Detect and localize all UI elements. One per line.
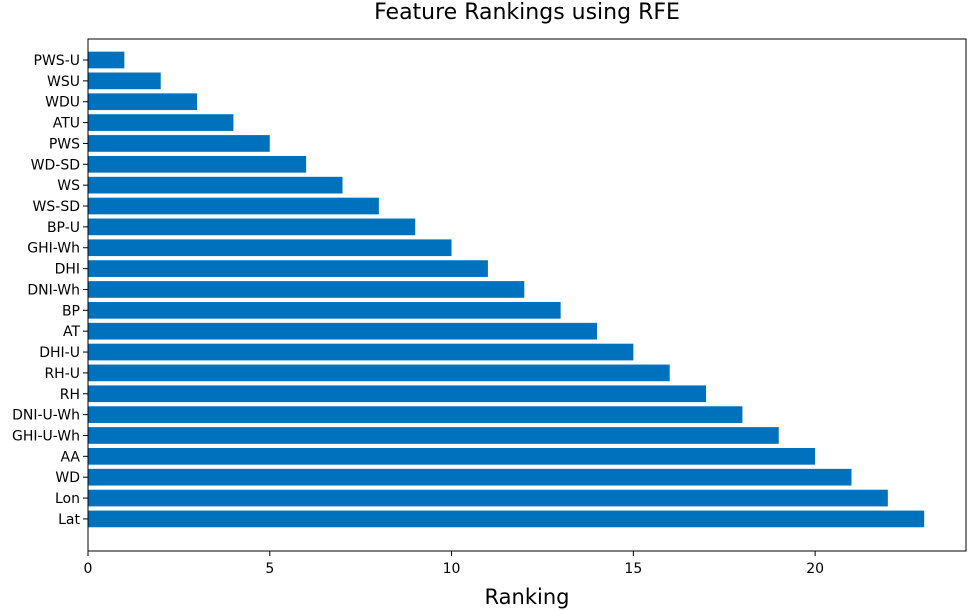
bar-bp-u	[88, 218, 416, 236]
y-tick-label: WS	[57, 178, 80, 194]
bar-wsu	[88, 72, 161, 90]
bars-group	[88, 51, 925, 528]
x-axis-ticks: 0 5 10 15 20	[84, 551, 824, 577]
y-tick-label: WDU	[45, 95, 80, 111]
bar-ws-sd	[88, 197, 379, 215]
x-axis-label: Ranking	[485, 585, 570, 609]
y-tick-label: AT	[63, 324, 80, 340]
bar-ws	[88, 176, 343, 194]
chart-title: Feature Rankings using RFE	[374, 0, 680, 25]
y-tick-label: DNI-U-Wh	[12, 408, 80, 424]
bar-at	[88, 322, 597, 340]
bar-dni-u-wh	[88, 406, 743, 423]
bar-rh-u	[88, 364, 670, 382]
y-tick-label: BP-U	[47, 220, 80, 236]
bar-dhi	[88, 260, 488, 277]
y-tick-label: Lon	[55, 491, 80, 507]
y-tick-label: GHI-Wh	[27, 241, 80, 257]
bar-dhi-u	[88, 343, 634, 361]
y-tick-label: PWS	[49, 136, 80, 152]
x-tick-label: 15	[624, 561, 642, 577]
y-tick-label: WSU	[47, 74, 80, 90]
y-tick-label: DHI	[55, 262, 80, 278]
bar-aa	[88, 447, 816, 465]
x-tick-label: 5	[265, 561, 274, 577]
y-tick-label: WS-SD	[33, 199, 80, 215]
y-axis-ticks: PWS-U WSU WDU ATU PWS WD-SD WS WS-SD BP-U GHI-Wh D…	[12, 53, 88, 528]
y-tick-label: RH-U	[44, 366, 80, 382]
bar-ghi-u-wh	[88, 427, 779, 444]
bar-wd-sd	[88, 155, 307, 173]
y-tick-label: Lat	[58, 512, 80, 528]
y-tick-label: WD-SD	[31, 157, 80, 173]
bar-pws	[88, 135, 270, 152]
bar-atu	[88, 114, 234, 131]
y-tick-label: DHI-U	[39, 345, 80, 361]
bar-wd	[88, 468, 852, 486]
plot-frame	[87, 38, 967, 552]
x-tick-label: 0	[84, 561, 93, 577]
y-tick-label: DNI-Wh	[27, 282, 80, 298]
bar-dni-wh	[88, 281, 525, 298]
y-tick-label: ATU	[53, 116, 80, 132]
bar-pws-u	[88, 51, 125, 69]
bar-lat	[88, 510, 925, 528]
x-tick-label: 10	[443, 561, 461, 577]
y-tick-label: WD	[55, 470, 80, 486]
bar-bp	[88, 301, 561, 319]
y-tick-label: BP	[62, 303, 80, 319]
y-tick-label: AA	[60, 449, 80, 465]
bar-rh	[88, 385, 707, 403]
bar-lon	[88, 489, 888, 507]
y-tick-label: PWS-U	[34, 53, 80, 69]
y-tick-label: GHI-U-Wh	[12, 428, 80, 444]
y-tick-label: RH	[60, 387, 80, 403]
bar-ghi-wh	[88, 239, 452, 257]
bar-wdu	[88, 93, 198, 111]
x-tick-label: 20	[806, 561, 824, 577]
